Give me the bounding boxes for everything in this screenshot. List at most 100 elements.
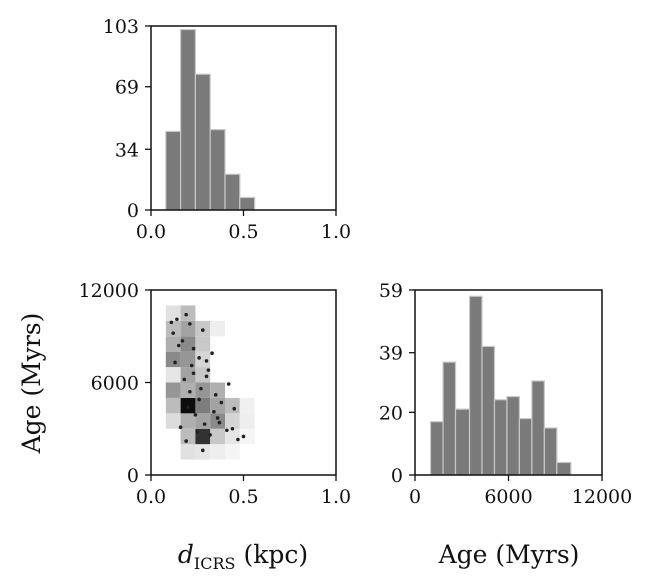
density-cell [210, 382, 225, 398]
density-point [212, 409, 216, 414]
age-histogram-ytick-label: 20 [379, 402, 403, 424]
density-point [210, 351, 214, 356]
age-histogram-bar [442, 361, 457, 476]
density-point [232, 406, 237, 411]
density-point [230, 426, 235, 431]
density-point [197, 356, 201, 360]
age-histogram-bar [429, 421, 444, 476]
density-point [208, 433, 212, 437]
age-histogram-bar [493, 399, 508, 476]
density-cell [210, 444, 225, 460]
age-histogram-bars [429, 295, 572, 476]
density-point [175, 317, 179, 322]
density-point [178, 425, 183, 430]
density-point [184, 312, 188, 317]
distance-histogram-bar [194, 73, 211, 211]
density-point [201, 448, 205, 453]
density-xtick-label: 1.0 [321, 486, 351, 508]
age-histogram-bar [454, 408, 471, 476]
density-cell [165, 413, 181, 429]
density-cell [180, 382, 196, 398]
density-point [191, 346, 196, 351]
density-cell [180, 351, 196, 368]
density-point [180, 339, 185, 343]
density-cell [195, 351, 211, 368]
density-xtick-label: 0.5 [228, 486, 258, 508]
density-ytick-label: 6000 [91, 373, 139, 395]
density-point [188, 389, 192, 394]
density-cell [180, 428, 196, 445]
density-point [169, 320, 174, 325]
density-point [202, 422, 207, 426]
age-histogram-bar [556, 461, 572, 476]
density-ytick-label: 12000 [79, 280, 139, 302]
density-cell [165, 351, 181, 368]
density-xlabel-subscript: ICRS [194, 554, 236, 573]
density-scatter-points [169, 312, 246, 453]
density-cell [195, 336, 211, 352]
age-histogram-xtick-label: 0 [409, 486, 421, 508]
distance-histogram-bars [165, 28, 256, 211]
distance-histogram-ytick-label: 103 [103, 16, 139, 38]
density-cell [225, 428, 240, 445]
distance-histogram-bar [224, 173, 241, 211]
age-histogram-bar [468, 295, 483, 476]
density-cell [180, 320, 196, 337]
distance-age-density-panel: 0.0 0.5 1.0 0 6000 12000 Age (Myrs) dICRS (kp… [17, 280, 351, 573]
distance-histogram-bar [209, 129, 226, 211]
density-point [226, 382, 231, 386]
density-cell [225, 397, 240, 414]
density-point [184, 439, 188, 443]
age-histogram-bar [518, 417, 533, 476]
distance-histogram-xtick-label: 0.5 [228, 221, 258, 243]
distance-histogram-xtick-label: 0.0 [136, 221, 166, 243]
age-histogram-xlabel: Age (Myrs) [438, 540, 580, 569]
density-point [189, 363, 194, 368]
density-point [197, 397, 201, 402]
distance-histogram-bar [180, 28, 197, 211]
density-cell [239, 428, 255, 445]
density-point [182, 377, 187, 382]
age-histogram-bar [506, 396, 521, 476]
density-cell [210, 428, 225, 445]
density-cell [195, 413, 211, 429]
density-point [199, 386, 203, 391]
density-xlabel: dICRS (kpc) [178, 540, 308, 573]
age-histogram-ytick-label: 39 [379, 343, 403, 365]
distance-histogram-ytick-label: 0 [127, 200, 139, 222]
distance-histogram-bar [239, 196, 256, 211]
density-cell [180, 413, 196, 429]
age-histogram-xticks: 0 6000 12000 [409, 475, 632, 508]
density-point [219, 400, 224, 405]
density-point [188, 322, 192, 326]
density-point [215, 416, 220, 420]
density-xtick-label: 0.0 [136, 486, 166, 508]
density-cell [165, 336, 181, 352]
density-xticks: 0.0 0.5 1.0 [136, 475, 351, 508]
density-cell [180, 444, 196, 460]
density-point [204, 359, 209, 363]
density-cell [210, 413, 225, 429]
distance-histogram-xticks: 0.0 0.5 1.0 [136, 210, 351, 243]
density-cell [165, 397, 181, 414]
density-xlabel-symbol: d [178, 540, 194, 569]
density-point [213, 393, 218, 397]
density-point [195, 430, 200, 434]
density-point [201, 328, 205, 332]
density-cell [165, 382, 181, 398]
density-cell [195, 428, 211, 445]
density-cells [165, 305, 255, 460]
density-yticks: 0 6000 12000 [79, 280, 151, 487]
density-cell [210, 320, 225, 337]
density-cell [225, 444, 240, 460]
density-cell [195, 397, 211, 414]
distance-histogram-xtick-label: 1.0 [321, 221, 351, 243]
density-point [191, 371, 196, 376]
age-histogram-bar [531, 380, 545, 476]
density-cell [165, 320, 181, 337]
age-histogram-ytick-label: 0 [391, 465, 403, 487]
density-ylabel: Age (Myrs) [17, 313, 46, 455]
distance-histogram-ytick-label: 69 [115, 77, 139, 99]
density-cell [180, 336, 196, 352]
